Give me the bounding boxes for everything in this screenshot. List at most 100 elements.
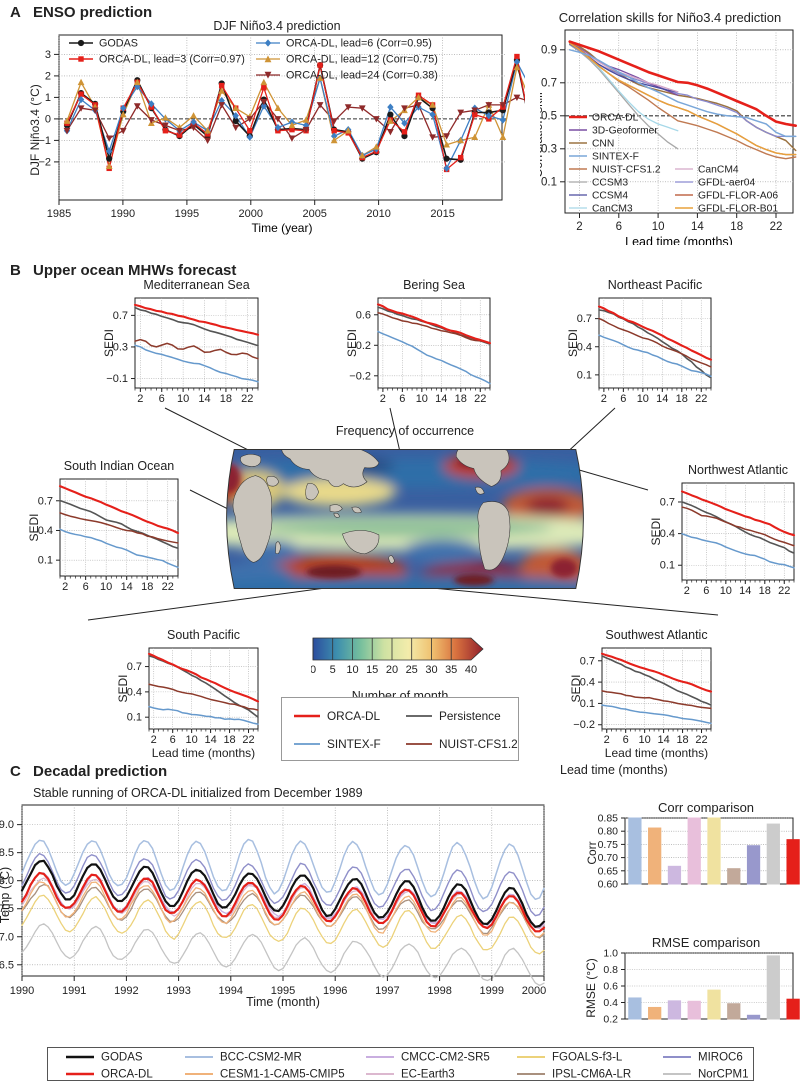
svg-text:2: 2 xyxy=(604,734,610,746)
svg-text:16.5: 16.5 xyxy=(0,959,14,971)
svg-text:IPSL-CM6A-LR: IPSL-CM6A-LR xyxy=(552,1069,631,1081)
svg-text:FGOALS-f3-L: FGOALS-f3-L xyxy=(552,1052,623,1064)
svg-text:1996: 1996 xyxy=(323,985,347,997)
svg-text:0.60: 0.60 xyxy=(598,879,619,891)
svg-text:2: 2 xyxy=(151,734,157,746)
svg-text:18: 18 xyxy=(223,734,235,746)
svg-text:0.4: 0.4 xyxy=(603,997,618,1009)
svg-text:0.1: 0.1 xyxy=(127,712,142,724)
svg-text:1997: 1997 xyxy=(375,985,399,997)
svg-text:Corr comparison: Corr comparison xyxy=(658,800,754,815)
svg-text:0.1: 0.1 xyxy=(38,555,53,567)
svg-text:0.75: 0.75 xyxy=(598,839,619,851)
svg-text:20: 20 xyxy=(386,664,398,676)
svg-text:14: 14 xyxy=(204,734,216,746)
svg-text:1999: 1999 xyxy=(480,985,504,997)
svg-text:−0.2: −0.2 xyxy=(349,370,371,382)
svg-text:19.0: 19.0 xyxy=(0,819,14,831)
svg-text:MIROC6: MIROC6 xyxy=(698,1052,743,1064)
svg-text:BCC-CSM2-MR: BCC-CSM2-MR xyxy=(220,1052,302,1064)
svg-text:2000: 2000 xyxy=(522,985,546,997)
svg-text:Lead time (months): Lead time (months) xyxy=(605,746,708,760)
svg-text:14: 14 xyxy=(657,734,669,746)
svg-text:2: 2 xyxy=(380,393,386,405)
svg-text:1991: 1991 xyxy=(62,985,86,997)
svg-text:18: 18 xyxy=(676,734,688,746)
svg-text:10: 10 xyxy=(639,734,651,746)
svg-text:Mediterranean Sea: Mediterranean Sea xyxy=(143,278,249,292)
svg-text:6: 6 xyxy=(83,581,89,593)
svg-text:Persistence: Persistence xyxy=(439,709,501,723)
svg-text:0.65: 0.65 xyxy=(598,865,619,877)
svg-text:SEDI: SEDI xyxy=(570,674,583,702)
svg-text:10: 10 xyxy=(100,581,112,593)
svg-text:0.1: 0.1 xyxy=(577,369,592,381)
svg-text:6: 6 xyxy=(623,734,629,746)
svg-text:SEDI: SEDI xyxy=(346,329,359,357)
svg-text:Corr: Corr xyxy=(585,841,599,864)
svg-text:CESM1-1-CAM5-CMIP5: CESM1-1-CAM5-CMIP5 xyxy=(220,1069,345,1081)
svg-text:22: 22 xyxy=(778,585,790,597)
svg-text:14: 14 xyxy=(198,393,210,405)
svg-text:6: 6 xyxy=(620,393,626,405)
svg-text:South Indian Ocean: South Indian Ocean xyxy=(64,459,175,473)
svg-text:SEDI: SEDI xyxy=(650,517,663,545)
svg-text:0.2: 0.2 xyxy=(603,1014,618,1026)
svg-text:Northeast Pacific: Northeast Pacific xyxy=(608,278,702,292)
svg-text:0.6: 0.6 xyxy=(603,981,618,993)
svg-text:EC-Earth3: EC-Earth3 xyxy=(401,1069,455,1081)
svg-text:0.1: 0.1 xyxy=(660,560,675,572)
svg-text:Temp (°C): Temp (°C) xyxy=(0,867,12,923)
svg-text:1993: 1993 xyxy=(166,985,190,997)
svg-text:18: 18 xyxy=(455,393,467,405)
svg-text:6: 6 xyxy=(703,585,709,597)
svg-text:6: 6 xyxy=(170,734,176,746)
svg-text:0.7: 0.7 xyxy=(113,310,128,322)
svg-text:SEDI: SEDI xyxy=(117,674,130,702)
svg-text:CMCC-CM2-SR5: CMCC-CM2-SR5 xyxy=(401,1052,490,1064)
svg-text:18.5: 18.5 xyxy=(0,847,14,859)
svg-text:0.85: 0.85 xyxy=(598,813,619,825)
svg-text:2: 2 xyxy=(62,581,68,593)
svg-text:2: 2 xyxy=(137,393,143,405)
svg-text:10: 10 xyxy=(186,734,198,746)
svg-text:SINTEX-F: SINTEX-F xyxy=(327,737,381,751)
svg-text:22: 22 xyxy=(241,393,253,405)
svg-text:ORCA-DL: ORCA-DL xyxy=(327,709,381,723)
svg-text:0.6: 0.6 xyxy=(356,309,371,321)
svg-text:0.7: 0.7 xyxy=(577,313,592,325)
svg-text:17.0: 17.0 xyxy=(0,931,14,943)
svg-text:10: 10 xyxy=(177,393,189,405)
svg-text:SEDI: SEDI xyxy=(28,513,41,541)
svg-text:10: 10 xyxy=(637,393,649,405)
svg-text:Northwest Atlantic: Northwest Atlantic xyxy=(688,463,788,477)
svg-text:Bering Sea: Bering Sea xyxy=(403,278,465,292)
svg-text:1992: 1992 xyxy=(114,985,138,997)
svg-text:0.70: 0.70 xyxy=(598,852,619,864)
svg-text:South Pacific: South Pacific xyxy=(167,628,240,642)
svg-text:RMSE (°C): RMSE (°C) xyxy=(585,958,598,1017)
svg-text:Lead time (months): Lead time (months) xyxy=(152,746,255,760)
svg-text:22: 22 xyxy=(474,393,486,405)
svg-text:ORCA-DL: ORCA-DL xyxy=(101,1069,153,1081)
svg-text:0.7: 0.7 xyxy=(38,495,53,507)
svg-text:22: 22 xyxy=(695,393,707,405)
svg-text:0.7: 0.7 xyxy=(660,496,675,508)
svg-text:0.8: 0.8 xyxy=(603,964,618,976)
svg-text:30: 30 xyxy=(425,664,437,676)
svg-text:35: 35 xyxy=(445,664,457,676)
svg-text:NorCPM1: NorCPM1 xyxy=(698,1069,748,1081)
svg-text:SEDI: SEDI xyxy=(103,329,116,357)
svg-text:10: 10 xyxy=(346,664,358,676)
svg-text:14: 14 xyxy=(656,393,668,405)
svg-text:−0.2: −0.2 xyxy=(573,719,595,731)
svg-text:2: 2 xyxy=(601,393,607,405)
svg-text:GODAS: GODAS xyxy=(101,1052,143,1064)
svg-text:1990: 1990 xyxy=(10,985,34,997)
svg-text:10: 10 xyxy=(416,393,428,405)
svg-text:14: 14 xyxy=(739,585,751,597)
svg-text:1994: 1994 xyxy=(219,985,243,997)
svg-text:10: 10 xyxy=(720,585,732,597)
svg-text:18: 18 xyxy=(759,585,771,597)
svg-text:NUIST-CFS1.2: NUIST-CFS1.2 xyxy=(439,737,518,751)
